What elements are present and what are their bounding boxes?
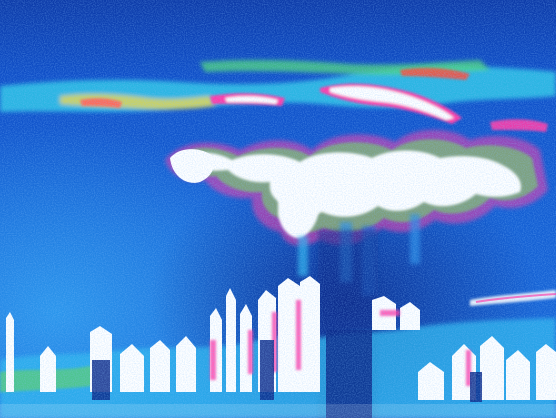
bottom-baseline	[0, 404, 556, 418]
